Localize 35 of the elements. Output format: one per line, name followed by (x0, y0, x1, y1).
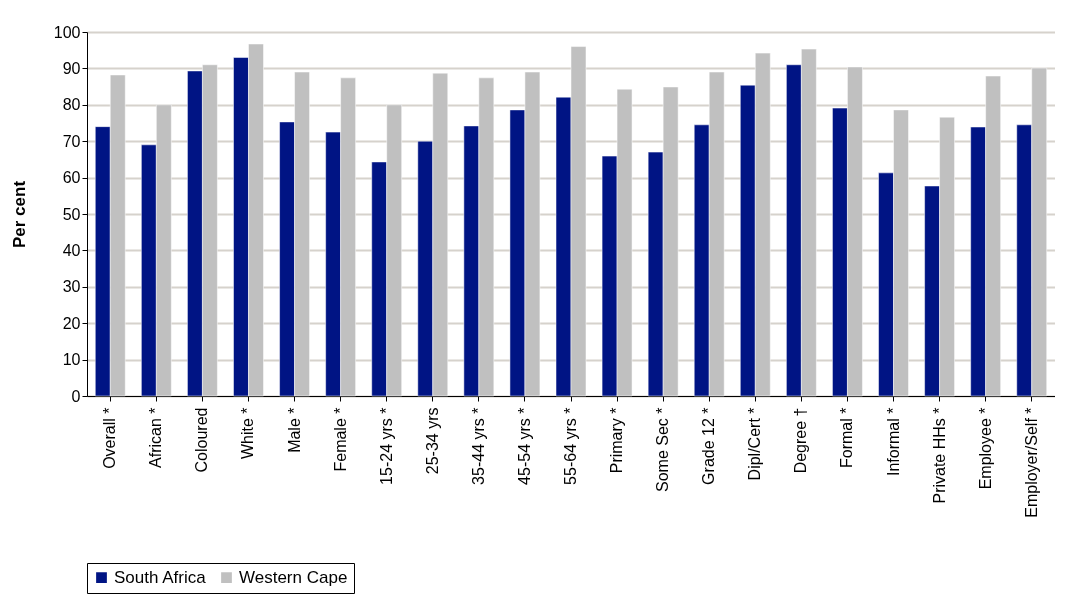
x-tick-label: African * (147, 407, 165, 468)
y-tick-label: 60 (62, 169, 81, 187)
x-tick-label: Female * (331, 407, 349, 472)
x-tick-label: Primary * (608, 407, 626, 474)
x-tick-label: Male * (285, 407, 303, 453)
x-tick-label: 55-64 yrs * (562, 407, 579, 485)
y-tick-label: 100 (53, 23, 81, 41)
y-tick-label: 90 (62, 59, 81, 77)
y-tick-label: 40 (62, 241, 81, 259)
x-tick-label: Private HHs * (930, 407, 948, 504)
y-tick-label: 50 (62, 205, 81, 223)
x-tick-label: 45-54 yrs * (515, 407, 533, 485)
x-tick-label: Coloured (193, 407, 211, 473)
x-tick-label: Employer/Self * (1022, 407, 1040, 518)
x-tick-label: 35-44 yrs * (469, 407, 487, 485)
y-tick-label: 30 (62, 278, 81, 296)
x-tick-label: Dipl/Cert * (746, 407, 764, 481)
x-tick-label: Grade 12 * (700, 407, 718, 485)
y-tick-label: 20 (62, 314, 81, 332)
x-tick-label: White * (239, 407, 257, 460)
x-tick-label: 15-24 yrs * (377, 407, 395, 485)
y-tick-label: 80 (62, 96, 81, 114)
x-tick-label: Some Sec * (654, 407, 672, 492)
legend-label: Western Cape (239, 567, 348, 587)
y-tick-label: 0 (71, 387, 81, 405)
y-axis-title: Per cent (9, 180, 29, 249)
legend-label: South Africa (114, 567, 207, 587)
x-tick-label: Degree † (792, 407, 810, 474)
x-tick-label: Informal * (884, 407, 902, 476)
y-tick-label: 10 (62, 351, 81, 369)
x-tick-label: Employee * (976, 407, 994, 490)
x-tick-label: Formal * (838, 407, 856, 468)
x-tick-label: 25-34 yrs (423, 407, 441, 475)
x-tick-label: Overall * (101, 407, 119, 469)
y-tick-label: 70 (62, 132, 81, 150)
